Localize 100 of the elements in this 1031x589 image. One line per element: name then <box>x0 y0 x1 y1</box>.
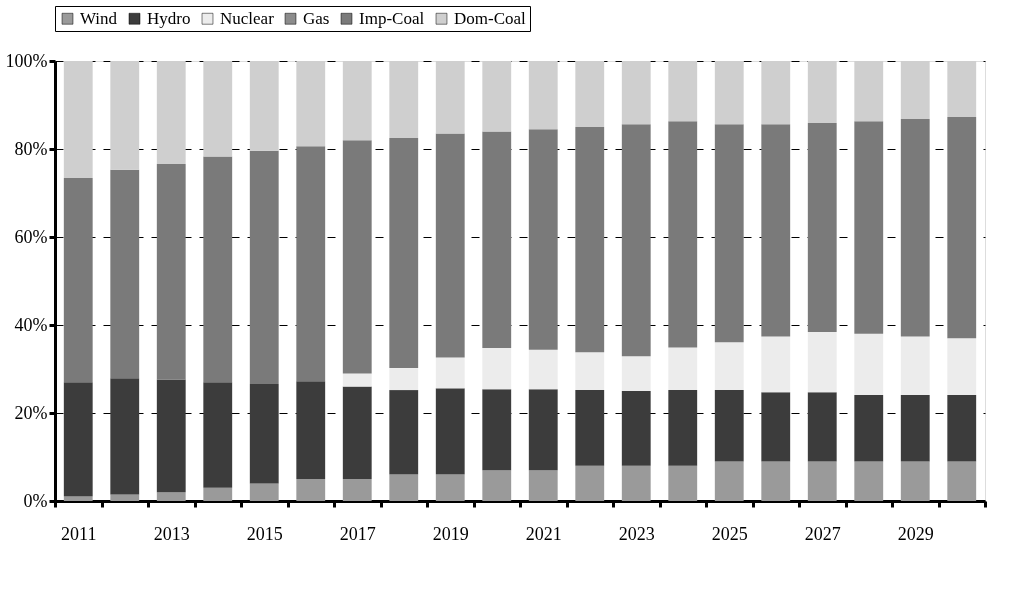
bar <box>575 390 605 466</box>
bar <box>854 333 884 395</box>
bar <box>714 342 744 391</box>
legend-label: Imp-Coal <box>359 8 425 28</box>
x-tick-label: 2015 <box>246 523 283 544</box>
bar <box>947 461 977 501</box>
bar <box>575 61 605 127</box>
bar <box>761 461 791 501</box>
bar <box>435 357 465 389</box>
bar <box>342 140 372 374</box>
bar <box>528 349 558 390</box>
bar <box>714 124 744 343</box>
bar <box>482 61 512 132</box>
x-tick-label: 2025 <box>711 523 748 544</box>
y-tick-label: 80% <box>14 138 48 159</box>
bar <box>156 61 186 164</box>
bar <box>947 116 977 339</box>
bar <box>900 336 930 395</box>
x-tick-label: 2029 <box>897 523 934 544</box>
bar <box>389 61 419 138</box>
bar <box>668 347 698 391</box>
x-tick-label: 2021 <box>525 523 562 544</box>
bar <box>482 347 512 390</box>
bar <box>761 392 791 462</box>
bar <box>761 124 791 337</box>
bar <box>714 61 744 125</box>
bar <box>947 338 977 395</box>
bar <box>110 169 140 379</box>
bar <box>854 61 884 122</box>
legend-label: Dom-Coal <box>454 8 527 28</box>
bar <box>482 131 512 348</box>
bar <box>203 382 233 488</box>
bar <box>63 178 93 383</box>
bar <box>621 61 651 125</box>
bar <box>389 390 419 475</box>
bar <box>528 61 558 130</box>
x-tick-label: 2013 <box>153 523 190 544</box>
legend-label: Hydro <box>147 8 191 28</box>
bar <box>854 461 884 501</box>
bar <box>621 391 651 466</box>
bar <box>203 487 233 501</box>
bar <box>807 461 837 501</box>
legend-label: Nuclear <box>220 8 275 28</box>
bar <box>342 386 372 479</box>
x-tick-label: 2027 <box>804 523 841 544</box>
bar <box>296 381 326 479</box>
x-tick-label: 2011 <box>61 523 97 544</box>
bar <box>203 156 233 383</box>
x-tick-label: 2017 <box>339 523 376 544</box>
bar <box>249 150 279 384</box>
bar <box>668 121 698 348</box>
bar <box>668 61 698 122</box>
y-tick-label: 40% <box>14 314 48 335</box>
bar <box>900 394 930 462</box>
bar <box>621 124 651 357</box>
bar <box>110 494 140 501</box>
bar <box>249 483 279 501</box>
bar <box>482 389 512 471</box>
bar <box>296 61 326 147</box>
bar <box>621 465 651 501</box>
bar <box>947 61 977 117</box>
bar <box>203 61 233 157</box>
x-tick-label: 2023 <box>618 523 655 544</box>
bar <box>435 133 465 358</box>
legend-label: Wind <box>80 8 118 28</box>
bar <box>714 390 744 462</box>
bar <box>761 61 791 125</box>
bar <box>854 394 884 462</box>
y-tick-label: 100% <box>5 50 48 71</box>
bar <box>528 129 558 350</box>
y-tick-label: 60% <box>14 226 48 247</box>
bar <box>714 461 744 501</box>
bar <box>807 332 837 393</box>
bar <box>621 356 651 391</box>
bar <box>63 382 93 497</box>
bar <box>435 388 465 475</box>
y-tick-label: 0% <box>23 490 48 511</box>
bar <box>854 121 884 334</box>
bar <box>575 127 605 353</box>
bar <box>668 465 698 501</box>
bar <box>389 474 419 501</box>
y-tick-label: 20% <box>14 402 48 423</box>
bar <box>575 352 605 391</box>
x-tick-label: 2019 <box>432 523 469 544</box>
bar <box>342 61 372 141</box>
bar <box>947 394 977 462</box>
bar <box>249 61 279 151</box>
bar <box>900 61 930 120</box>
bar <box>63 61 93 179</box>
bar <box>110 378 140 495</box>
bar <box>389 368 419 391</box>
legend-label: Gas <box>303 8 330 28</box>
bar <box>528 470 558 501</box>
bar <box>156 163 186 380</box>
bar <box>435 474 465 501</box>
bar <box>807 392 837 462</box>
bar <box>900 461 930 501</box>
bar <box>668 390 698 466</box>
bar <box>807 61 837 124</box>
bar <box>296 479 326 501</box>
